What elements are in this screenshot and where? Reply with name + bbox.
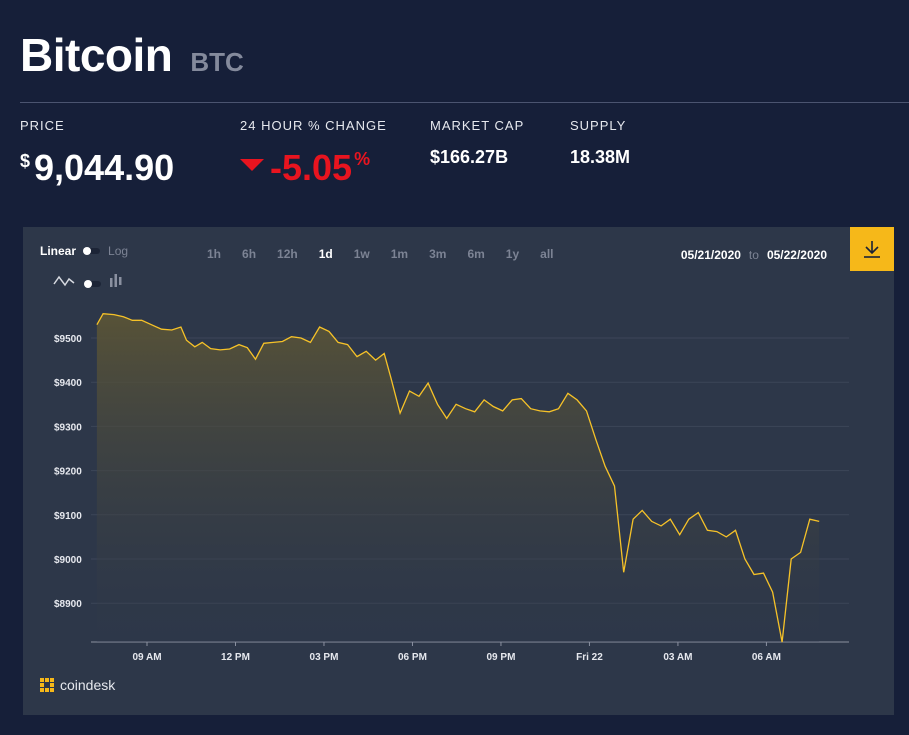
brand-name: coindesk	[60, 677, 116, 693]
range-1d[interactable]: 1d	[318, 247, 333, 261]
market-cap-label: MARKET CAP	[430, 118, 525, 133]
market-cap-value: $166.27B	[430, 147, 509, 167]
date-range[interactable]: 05/21/2020 to 05/22/2020	[681, 248, 827, 262]
price-value: 9,044.90	[34, 147, 175, 188]
supply-value: 18.38M	[570, 147, 631, 167]
x-tick-2: 03 PM	[310, 652, 339, 663]
range-1y[interactable]: 1y	[505, 247, 520, 261]
change-stat: 24 HOUR % CHANGE -5.05 %	[240, 118, 387, 189]
x-tick-3: 06 PM	[398, 652, 427, 663]
header-divider	[20, 102, 909, 103]
price-stat: PRICE $ 9,044.90	[20, 118, 174, 189]
date-to[interactable]: 05/22/2020	[766, 248, 827, 262]
change-value: -5.05	[270, 147, 353, 188]
chart-type-toggle	[53, 273, 123, 294]
range-6m[interactable]: 6m	[467, 247, 485, 261]
date-separator: to	[748, 248, 759, 262]
x-tick-4: 09 PM	[487, 652, 516, 663]
scale-log-option[interactable]: Log	[108, 244, 129, 258]
candlestick-chart-icon[interactable]	[109, 273, 123, 294]
supply-label: SUPPLY	[570, 118, 627, 133]
time-range-selector: 1h 6h 12h 1d 1w 1m 3m 6m 1y all	[207, 247, 574, 261]
price-currency: $	[20, 151, 31, 171]
range-1h[interactable]: 1h	[207, 247, 222, 261]
coindesk-logo: coindesk	[40, 677, 115, 693]
y-tick-9400: $9400	[54, 378, 82, 389]
range-6h[interactable]: 6h	[242, 247, 257, 261]
scale-switch[interactable]	[83, 247, 101, 255]
market-cap-stat: MARKET CAP $166.27B	[430, 118, 524, 168]
coin-name: Bitcoin	[20, 29, 173, 81]
x-tick-6: 03 AM	[663, 652, 692, 663]
down-arrow-icon	[240, 159, 264, 171]
supply-stat: SUPPLY 18.38M	[570, 118, 630, 168]
x-tick-5: Fri 22	[576, 652, 603, 663]
price-line	[96, 313, 820, 643]
range-12h[interactable]: 12h	[277, 247, 298, 261]
chart-panel: $9500 $9400 $9300 $9200 $9100 $9000 $8900 09 AM…	[23, 227, 894, 715]
range-1w[interactable]: 1w	[353, 247, 370, 261]
y-tick-9500: $9500	[54, 334, 82, 345]
chart-type-switch[interactable]	[84, 279, 101, 288]
price-chart: $9500 $9400 $9300 $9200 $9100 $9000 $8900 09 AM…	[54, 313, 849, 663]
price-area	[96, 313, 820, 643]
y-tick-8900: $8900	[54, 599, 82, 610]
y-tick-9100: $9100	[54, 511, 82, 522]
price-label: PRICE	[20, 118, 65, 133]
range-1m[interactable]: 1m	[390, 247, 409, 261]
change-label: 24 HOUR % CHANGE	[240, 118, 387, 133]
coindesk-mark-icon	[40, 678, 54, 692]
y-tick-9200: $9200	[54, 467, 82, 478]
line-chart-icon[interactable]	[53, 274, 75, 293]
date-from[interactable]: 05/21/2020	[680, 248, 741, 262]
x-tick-0: 09 AM	[132, 652, 161, 663]
range-all[interactable]: all	[540, 247, 554, 261]
range-3m[interactable]: 3m	[429, 247, 447, 261]
x-tick-7: 06 AM	[752, 652, 781, 663]
y-tick-9300: $9300	[54, 422, 82, 433]
y-tick-9000: $9000	[54, 555, 82, 566]
scale-linear-option[interactable]: Linear	[40, 244, 77, 258]
scale-toggle: Linear Log	[40, 244, 128, 258]
x-tick-1: 12 PM	[221, 652, 250, 663]
coin-symbol: BTC	[190, 47, 244, 77]
download-icon	[864, 241, 880, 258]
download-button[interactable]	[850, 227, 894, 271]
change-unit: %	[354, 149, 371, 169]
